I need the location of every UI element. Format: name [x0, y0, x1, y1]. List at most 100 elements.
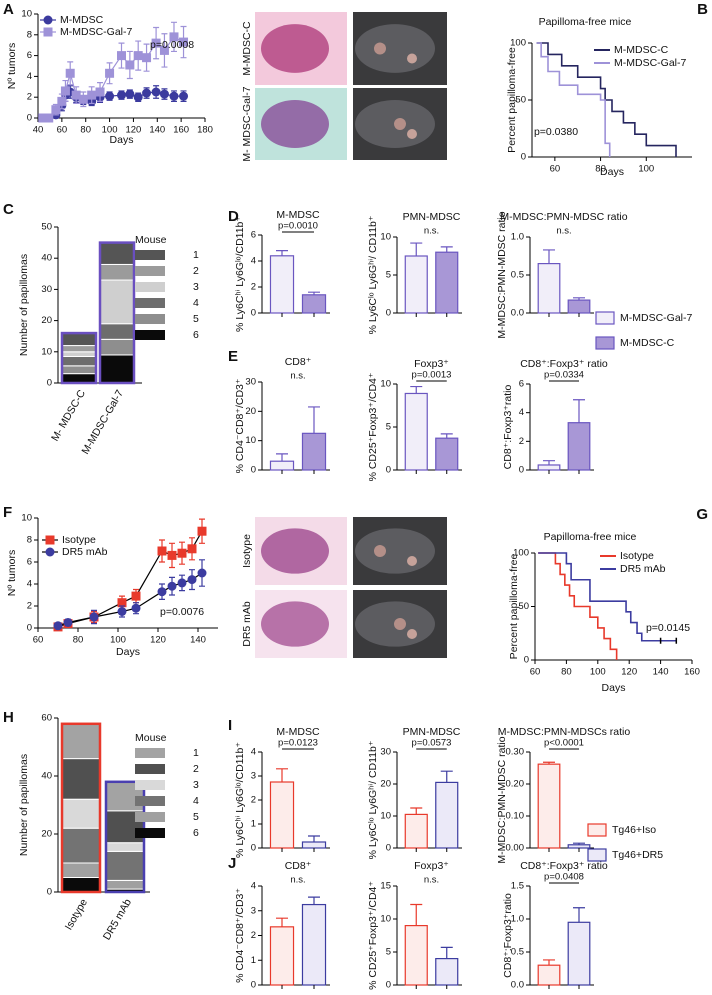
- y-tick-label: 6: [27, 557, 32, 568]
- bar: [537, 263, 561, 314]
- panel-letter: F: [3, 504, 12, 521]
- bar: [269, 926, 295, 986]
- y-tick-label: 30: [41, 284, 52, 295]
- y-tick-label: 0.5: [511, 947, 524, 958]
- legend-label: 2: [193, 265, 199, 277]
- bar-segment: [99, 263, 135, 281]
- histology-tissue: [261, 601, 329, 647]
- y-tick-label: 20: [41, 829, 52, 840]
- panel-letter: D: [228, 208, 239, 225]
- legend-marker: [43, 15, 53, 25]
- y-tick-label: 8: [27, 29, 32, 40]
- bar-segment: [99, 323, 135, 340]
- legend-swatch: [135, 298, 165, 308]
- legend-label: 3: [193, 281, 199, 293]
- chart-title: CD8⁺: [285, 860, 312, 872]
- annotation: n.s.: [424, 226, 439, 237]
- bar-segment: [61, 758, 101, 800]
- papilloma: [394, 118, 406, 130]
- y-tick-label: 0.0: [511, 308, 524, 319]
- annotation: p=0.0573: [412, 738, 452, 749]
- y-tick-label: 1.0: [511, 914, 524, 925]
- marker: [87, 90, 97, 100]
- x-tick-label: 60: [550, 164, 561, 175]
- legend-label: M-MDSC-C: [620, 337, 675, 349]
- error-bar: [308, 406, 320, 434]
- legend-swatch: [135, 828, 165, 838]
- histology-tissue: [261, 528, 329, 574]
- marker: [151, 87, 161, 97]
- marker: [142, 53, 152, 63]
- marker: [117, 598, 127, 608]
- y-tick-label: 40: [41, 253, 52, 264]
- legend-swatch: [135, 796, 165, 806]
- y-tick-label: 5: [386, 422, 391, 433]
- marker: [197, 526, 207, 536]
- x-tick-label: 100: [110, 635, 126, 646]
- marker: [131, 591, 141, 601]
- y-tick-label: 0.10: [506, 811, 525, 822]
- error-bar: [440, 946, 453, 959]
- annotation: p=0.0076: [160, 606, 204, 618]
- bar: [567, 299, 591, 314]
- x-axis-label: Days: [602, 682, 626, 694]
- legend-swatch: [587, 848, 607, 862]
- annotation: p=0.0123: [278, 738, 318, 749]
- y-tick-label: 50: [515, 95, 526, 106]
- marker: [157, 546, 167, 556]
- y-tick-label: 0: [524, 655, 529, 666]
- y-tick-label: 0: [251, 980, 256, 991]
- y-tick-label: 0.0: [511, 980, 524, 991]
- x-axis-label: Days: [110, 134, 134, 146]
- legend-label: M-MDSC-C: [614, 44, 669, 56]
- legend-title: Mouse: [135, 732, 167, 744]
- marker: [125, 89, 135, 99]
- error-bar: [573, 297, 585, 301]
- marker: [177, 548, 187, 558]
- y-tick-label: 0: [386, 465, 391, 476]
- x-tick-label: 120: [621, 667, 637, 678]
- chart-title: M-MDSC: [276, 209, 320, 221]
- legend-swatch: [135, 812, 165, 822]
- bar: [301, 903, 327, 986]
- legend-label: Tg46+DR5: [612, 849, 663, 861]
- error-bar: [276, 768, 288, 782]
- marker: [179, 91, 189, 101]
- marker: [53, 621, 63, 631]
- photo-row-label: DR5 mAb: [241, 601, 253, 647]
- papilloma: [407, 629, 417, 639]
- y-tick-label: 4: [27, 71, 32, 82]
- y-tick-label: 4: [519, 407, 524, 418]
- y-tick-label: 10: [245, 435, 256, 446]
- y-tick-label: 20: [380, 779, 391, 790]
- y-axis-label: Number of papillomas: [18, 254, 30, 356]
- legend-label: 5: [193, 313, 199, 325]
- marker: [38, 113, 48, 123]
- panel-letter: B: [697, 1, 708, 18]
- bar: [301, 841, 327, 849]
- legend-swatch: [135, 250, 165, 260]
- legend-swatch: [135, 266, 165, 276]
- legend-title: Mouse: [135, 234, 167, 246]
- y-tick-label: 4: [251, 881, 256, 892]
- y-tick-label: 0: [386, 843, 391, 854]
- x-tick-label: 100: [638, 164, 654, 175]
- error-bar: [543, 460, 555, 465]
- chart-title: Foxp3⁺: [414, 860, 449, 872]
- y-tick-label: 0.20: [506, 779, 525, 790]
- histology-tissue: [261, 100, 329, 148]
- bar: [269, 460, 295, 471]
- y-tick-label: 6: [27, 50, 32, 61]
- bar-segment: [61, 798, 101, 829]
- marker: [187, 544, 197, 554]
- x-axis-label: Days: [600, 166, 624, 178]
- y-tick-label: 0.30: [506, 747, 525, 758]
- error-bar: [573, 399, 585, 423]
- legend-label: 6: [193, 329, 199, 341]
- bar: [301, 432, 327, 471]
- y-axis-label: % Ly6Cˡᵒ Ly6Gʰⁱ/ CD11b⁺: [367, 215, 379, 334]
- x-tick-label: 140: [149, 125, 165, 136]
- marker: [105, 68, 115, 78]
- error-bar: [440, 246, 453, 253]
